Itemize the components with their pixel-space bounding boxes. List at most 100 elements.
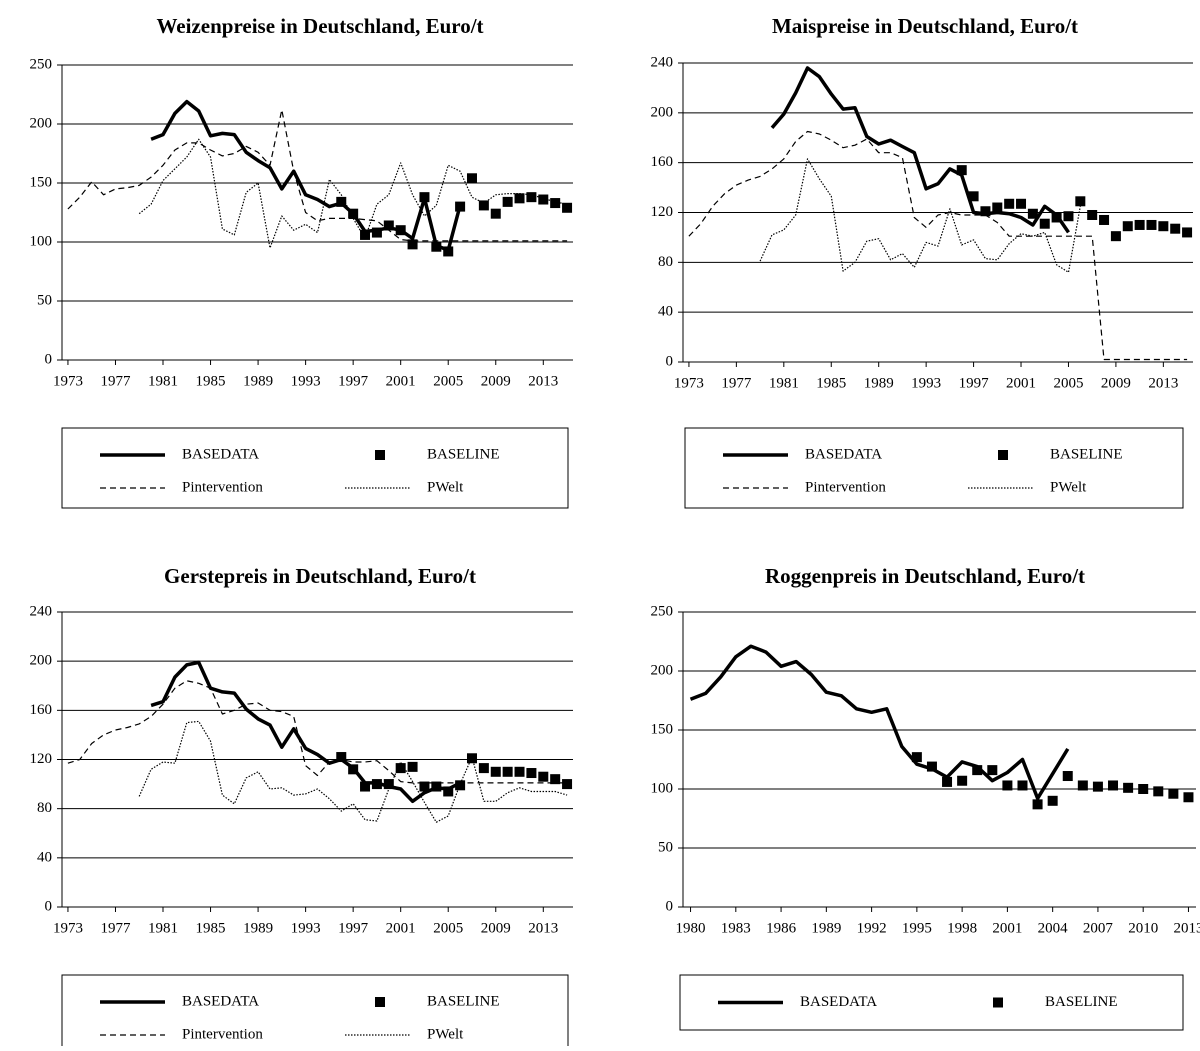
marker — [419, 192, 429, 202]
x-tick-label: 1981 — [148, 920, 178, 936]
x-tick-label: 1985 — [196, 373, 226, 389]
x-tick-label: 2013 — [1173, 920, 1200, 936]
legend-label: BASEDATA — [182, 446, 259, 462]
marker — [1138, 784, 1148, 794]
marker — [431, 242, 441, 252]
x-tick-label: 2001 — [1006, 375, 1036, 391]
legend-label: PWelt — [1050, 479, 1087, 495]
series-line — [139, 139, 567, 248]
marker — [1168, 789, 1178, 799]
x-tick-label: 1993 — [291, 920, 321, 936]
marker — [1028, 209, 1038, 219]
x-tick-label: 1973 — [53, 373, 83, 389]
series-line — [691, 646, 1068, 798]
marker — [491, 767, 501, 777]
y-tick-label: 250 — [651, 603, 674, 619]
chart-title: Weizenpreise in Deutschland, Euro/t — [156, 14, 483, 38]
y-tick-label: 0 — [666, 353, 674, 369]
legend-label: PWelt — [427, 1026, 464, 1042]
x-tick-label: 1993 — [911, 375, 941, 391]
x-tick-label: 1993 — [291, 373, 321, 389]
x-tick-label: 1989 — [864, 375, 894, 391]
x-tick-label: 2004 — [1038, 920, 1069, 936]
marker — [1123, 221, 1133, 231]
y-tick-label: 0 — [666, 898, 674, 914]
marker — [372, 779, 382, 789]
legend-label: Pintervention — [182, 1026, 263, 1042]
y-tick-label: 240 — [651, 54, 674, 70]
marker — [1075, 196, 1085, 206]
y-tick-label: 50 — [37, 292, 52, 308]
marker — [1087, 210, 1097, 220]
marker — [526, 768, 536, 778]
marker — [1111, 231, 1121, 241]
marker — [972, 765, 982, 775]
marker — [526, 192, 536, 202]
marker — [1158, 221, 1168, 231]
marker — [491, 209, 501, 219]
x-tick-label: 2007 — [1083, 920, 1114, 936]
marker — [969, 191, 979, 201]
marker — [1099, 215, 1109, 225]
legend-label: BASELINE — [1050, 446, 1123, 462]
legend-box — [62, 428, 568, 508]
y-tick-label: 80 — [658, 254, 673, 270]
x-tick-label: 2005 — [1053, 375, 1083, 391]
marker — [912, 752, 922, 762]
marker — [1093, 782, 1103, 792]
marker — [1123, 783, 1133, 793]
marker — [992, 203, 1002, 213]
x-tick-label: 1977 — [721, 375, 752, 391]
x-tick-label: 2001 — [992, 920, 1022, 936]
x-tick-label: 1995 — [902, 920, 932, 936]
y-tick-label: 50 — [658, 839, 673, 855]
x-tick-label: 1989 — [811, 920, 841, 936]
y-tick-label: 40 — [658, 304, 673, 320]
legend-marker — [375, 997, 385, 1007]
marker — [408, 762, 418, 772]
legend-marker — [998, 450, 1008, 460]
marker — [538, 772, 548, 782]
marker — [503, 767, 513, 777]
y-tick-label: 150 — [651, 721, 674, 737]
marker — [550, 198, 560, 208]
y-tick-label: 100 — [651, 780, 674, 796]
x-tick-label: 1981 — [769, 375, 799, 391]
legend-label: Pintervention — [805, 479, 886, 495]
y-tick-label: 100 — [30, 233, 53, 249]
x-tick-label: 1997 — [338, 373, 369, 389]
marker — [348, 764, 358, 774]
x-tick-label: 2013 — [1148, 375, 1178, 391]
legend-box — [62, 975, 568, 1046]
chart-panel: Weizenpreise in Deutschland, Euro/t05010… — [30, 14, 574, 508]
marker — [1016, 199, 1026, 209]
marker — [515, 767, 525, 777]
marker — [1052, 212, 1062, 222]
marker — [372, 228, 382, 238]
x-tick-label: 1997 — [338, 920, 369, 936]
chart-panel: Roggenpreis in Deutschland, Euro/t050100… — [651, 564, 1200, 1030]
legend-marker — [993, 998, 1003, 1008]
marker — [942, 777, 952, 787]
x-tick-label: 2001 — [386, 373, 416, 389]
marker — [348, 209, 358, 219]
x-tick-label: 1985 — [816, 375, 846, 391]
marker — [503, 197, 513, 207]
marker — [336, 197, 346, 207]
marker — [1033, 799, 1043, 809]
marker — [1153, 786, 1163, 796]
marker — [1182, 227, 1192, 237]
marker — [1135, 220, 1145, 230]
y-tick-label: 150 — [30, 174, 53, 190]
y-tick-label: 40 — [37, 849, 52, 865]
x-tick-label: 1985 — [196, 920, 226, 936]
y-tick-label: 160 — [651, 154, 674, 170]
chart-title: Gerstepreis in Deutschland, Euro/t — [164, 564, 476, 588]
x-tick-label: 1977 — [100, 373, 131, 389]
y-tick-label: 120 — [30, 751, 53, 767]
legend-label: BASELINE — [427, 446, 500, 462]
marker — [360, 782, 370, 792]
x-tick-label: 1989 — [243, 373, 273, 389]
x-tick-label: 2001 — [386, 920, 416, 936]
